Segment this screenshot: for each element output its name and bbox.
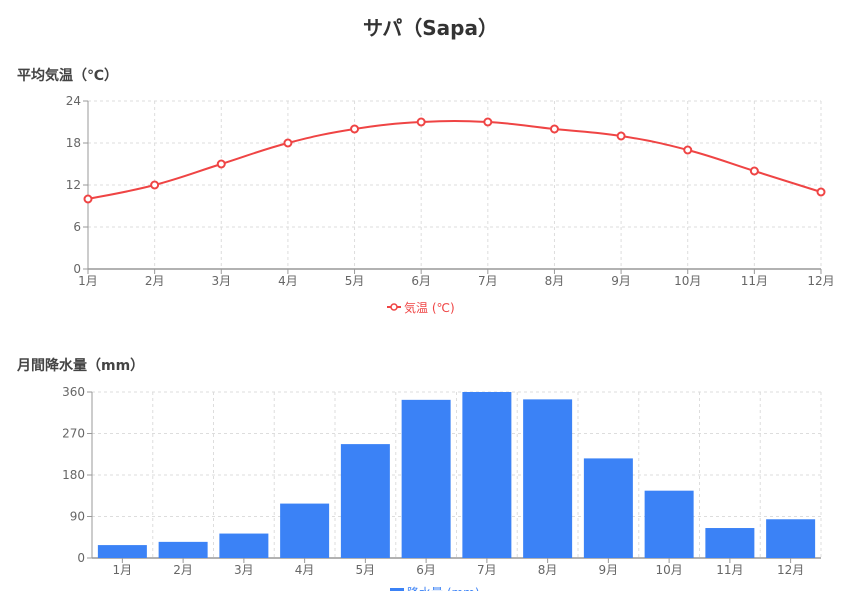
precipitation-bar: [158, 541, 208, 558]
x-tick-label: 8月: [545, 274, 565, 288]
x-tick-label: 6月: [416, 563, 436, 577]
legend-temperature: 気温 (℃): [387, 300, 455, 315]
x-tick-label: 9月: [611, 274, 631, 288]
y-tick-label: 90: [70, 510, 85, 524]
temperature-point: [283, 138, 293, 148]
x-tick-label: 12月: [807, 274, 834, 288]
x-tick-label: 10月: [655, 563, 682, 577]
legend-label: 降水量 (mm): [407, 586, 480, 591]
temperature-point: [749, 166, 759, 176]
precipitation-bar: [766, 519, 816, 558]
legend-precipitation: 降水量 (mm): [390, 586, 480, 591]
x-tick-label: 11月: [741, 274, 768, 288]
legend-swatch-icon: [390, 588, 404, 591]
temperature-point: [549, 124, 559, 134]
legend-label: 気温 (℃): [404, 300, 455, 315]
x-tick-label: 5月: [356, 563, 376, 577]
temperature-point: [216, 159, 226, 169]
precipitation-bar: [644, 490, 694, 558]
x-tick-label: 9月: [599, 563, 619, 577]
temperature-point: [616, 131, 626, 141]
x-tick-label: 1月: [78, 274, 98, 288]
x-tick-label: 7月: [478, 274, 498, 288]
x-tick-label: 10月: [674, 274, 701, 288]
x-tick-label: 12月: [777, 563, 804, 577]
precipitation-bar: [583, 458, 633, 558]
x-tick-label: 4月: [278, 274, 298, 288]
precipitation-bar: [97, 545, 147, 558]
precipitation-bar: [280, 503, 330, 558]
temperature-line: [87, 119, 822, 200]
x-tick-label: 8月: [538, 563, 558, 577]
x-tick-label: 1月: [113, 563, 133, 577]
x-tick-label: 2月: [145, 274, 165, 288]
y-tick-label: 270: [62, 427, 85, 441]
precipitation-bar: [523, 399, 573, 558]
page-title: サパ（Sapa）: [363, 16, 498, 40]
y-tick-label: 180: [62, 468, 85, 482]
precipitation-bar: [462, 392, 512, 558]
y-tick-label: 18: [66, 136, 81, 150]
x-tick-label: 2月: [173, 563, 193, 577]
y-tick-label: 360: [62, 385, 85, 399]
temperature-point: [416, 117, 426, 127]
temperature-point: [83, 194, 93, 204]
temperature-point: [350, 124, 360, 134]
temperature-point: [683, 145, 693, 155]
y-tick-label: 0: [73, 262, 81, 276]
x-tick-label: 5月: [345, 274, 365, 288]
legend-marker-icon: [390, 303, 398, 311]
precipitation-bar: [705, 528, 755, 558]
precipitation-bar: [401, 399, 451, 558]
temperature-point: [150, 180, 160, 190]
y-tick-label: 12: [66, 178, 81, 192]
x-tick-label: 6月: [411, 274, 431, 288]
x-tick-label: 3月: [234, 563, 254, 577]
y-tick-label: 6: [73, 220, 81, 234]
precipitation-bar: [340, 444, 390, 558]
y-tick-label: 24: [66, 94, 81, 108]
temperature-point: [483, 117, 493, 127]
temperature-chart-title: 平均気温（℃）: [17, 68, 118, 84]
y-tick-label: 0: [77, 551, 85, 565]
x-tick-label: 3月: [211, 274, 231, 288]
precipitation-chart-title: 月間降水量（mm）: [17, 358, 145, 374]
temperature-point: [816, 187, 826, 197]
precipitation-bar: [219, 533, 269, 558]
x-tick-label: 7月: [477, 563, 497, 577]
x-tick-label: 11月: [716, 563, 743, 577]
x-tick-label: 4月: [295, 563, 315, 577]
